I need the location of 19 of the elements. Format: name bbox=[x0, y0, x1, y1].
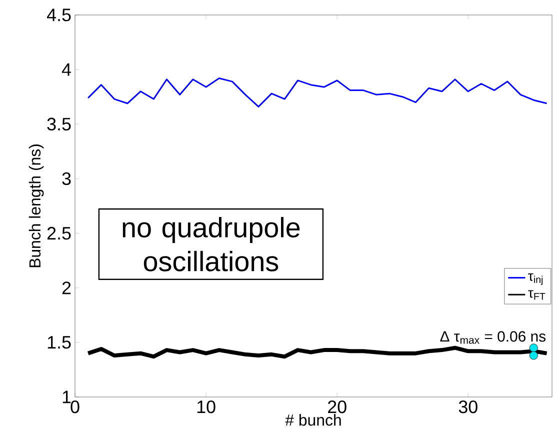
y-tick-label: 3.5 bbox=[47, 118, 71, 130]
annotation: no quadrupole oscillations bbox=[122, 217, 300, 272]
x-tick-label: 30 bbox=[458, 400, 478, 414]
y-tick-label: 2 bbox=[62, 282, 71, 294]
y-tick-label: 1.5 bbox=[48, 336, 71, 349]
x-tick-label: 0 bbox=[70, 400, 80, 414]
legend-label: τ$_{FT}$ bbox=[528, 290, 546, 300]
y-tick-label: 4.5 bbox=[46, 8, 71, 22]
y-tick-label: 1 bbox=[62, 390, 71, 404]
x-tick-label: 10 bbox=[197, 400, 216, 414]
x-tick-label: 20 bbox=[328, 400, 346, 414]
y-tick-label: 3 bbox=[62, 172, 71, 186]
legend-label: τ$_{inj}$ bbox=[528, 273, 543, 285]
y-tick-label: 2.5 bbox=[47, 226, 71, 240]
line-series bbox=[87, 78, 548, 108]
annotation: Δ τ$_{max}$ = 0.06 ns bbox=[440, 331, 546, 344]
y-tick-label: 4 bbox=[62, 63, 71, 76]
x-axis-title: # bunch bbox=[285, 414, 341, 426]
y-axis-title: Bunch length (ns) bbox=[28, 144, 44, 268]
